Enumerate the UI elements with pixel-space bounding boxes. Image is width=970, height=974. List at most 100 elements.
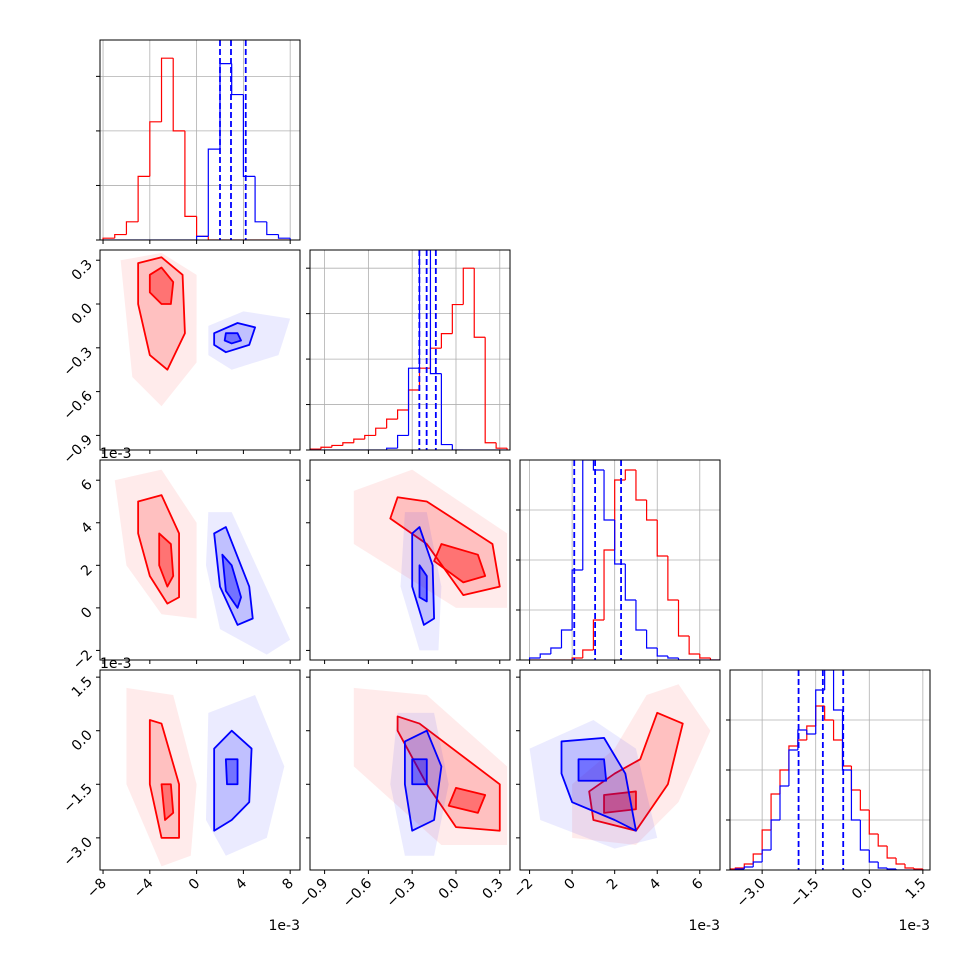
- panel-frame: [309, 459, 511, 661]
- histogram-step: [656, 520, 668, 557]
- histogram-step: [196, 216, 209, 237]
- histogram-step: [407, 367, 420, 436]
- contour: [213, 729, 253, 832]
- panel-content: [126, 687, 285, 867]
- histogram-step: [137, 175, 150, 222]
- histogram-step: [440, 333, 453, 349]
- histogram-step: [770, 819, 780, 850]
- x-tick-label: 6: [689, 875, 707, 893]
- histogram-step: [913, 868, 923, 870]
- x-tick-label: 1.5: [903, 876, 930, 903]
- histogram-step: [592, 619, 605, 650]
- x-tick-label: 0.0: [436, 876, 463, 903]
- histogram-step: [859, 820, 870, 851]
- histogram-step: [832, 670, 843, 711]
- histogram-step: [429, 250, 442, 375]
- x-tick-label: 4: [233, 875, 251, 893]
- panel-content: [353, 687, 508, 856]
- panel-frame: [729, 669, 931, 871]
- x-tick-label: −3.0: [734, 876, 769, 911]
- panel-content: [310, 250, 508, 450]
- histogram-step: [788, 749, 798, 786]
- panel-content: [529, 684, 711, 849]
- contour: [221, 553, 242, 609]
- histogram-step: [859, 790, 870, 811]
- contour: [433, 543, 487, 584]
- histogram-step: [440, 373, 453, 446]
- y-offset-label: 1e-3: [100, 446, 131, 462]
- histogram-step: [560, 629, 573, 648]
- panel-frame: [309, 249, 511, 451]
- histogram-step: [592, 460, 605, 471]
- histogram-step: [149, 121, 162, 177]
- contour: [603, 790, 637, 814]
- histogram-step: [635, 600, 647, 631]
- panel-frame: [99, 459, 301, 661]
- y-tick-label: −0.9: [60, 432, 95, 467]
- histogram-step: [635, 470, 647, 501]
- histogram-step: [886, 846, 897, 859]
- contour: [560, 736, 637, 832]
- contour: [403, 729, 443, 832]
- histogram-step: [770, 793, 780, 830]
- histogram-step: [495, 442, 508, 449]
- histogram-step: [539, 653, 551, 658]
- histogram-step: [528, 657, 541, 660]
- histogram-step: [331, 444, 343, 448]
- histogram-step: [396, 434, 409, 449]
- histogram-step: [868, 810, 879, 835]
- histogram-step: [699, 654, 711, 659]
- histogram-step: [310, 448, 321, 450]
- sample-cloud: [572, 684, 711, 845]
- contour: [158, 532, 175, 588]
- panel-frame: [519, 459, 721, 661]
- x-tick-label: −1.5: [787, 876, 822, 911]
- x-tick-label: 0.3: [480, 876, 507, 903]
- histogram-step: [571, 657, 583, 660]
- histogram-step: [582, 649, 594, 658]
- panel-content: [102, 40, 291, 240]
- histogram-step: [125, 221, 139, 235]
- y-tick-label: −0.3: [60, 344, 95, 379]
- histogram-step: [266, 221, 279, 236]
- y-tick-label: −1.5: [60, 781, 95, 816]
- histogram-step: [904, 864, 914, 869]
- histogram-step: [614, 520, 626, 565]
- histogram-step: [761, 849, 772, 862]
- histogram-step: [761, 829, 772, 854]
- histogram-step: [877, 862, 888, 869]
- histogram-step: [184, 130, 197, 217]
- histogram-step: [806, 725, 816, 740]
- y-tick-label: 6: [78, 477, 96, 495]
- histogram-step: [877, 834, 888, 847]
- histogram-step: [386, 447, 398, 450]
- x-tick-label: −8: [84, 876, 110, 902]
- histogram-step: [645, 500, 658, 521]
- histogram-step: [667, 656, 679, 659]
- histogram-step: [462, 267, 475, 305]
- histogram-step: [254, 176, 267, 223]
- histogram-step: [102, 237, 115, 240]
- histogram-step: [320, 446, 332, 450]
- histogram-step: [353, 438, 365, 443]
- x-tick-label: 0.0: [849, 876, 876, 903]
- histogram-step: [677, 600, 690, 637]
- x-tick-label: −0.9: [296, 876, 331, 911]
- histogram-step: [824, 670, 834, 690]
- x-tick-label: 8: [279, 876, 297, 894]
- histogram-step: [886, 868, 897, 870]
- histogram-step: [242, 94, 256, 177]
- panel-frame: [99, 669, 301, 871]
- histogram-step: [418, 250, 431, 369]
- panel-frame: [519, 669, 721, 871]
- y-tick-label: 0.3: [69, 257, 96, 284]
- contour: [213, 526, 254, 626]
- histogram-step: [571, 569, 583, 630]
- sample-cloud: [400, 512, 442, 651]
- y-tick-label: −0.6: [60, 388, 95, 423]
- histogram-step: [603, 470, 615, 521]
- panel-frame: [99, 249, 301, 451]
- histogram-step: [677, 658, 690, 660]
- x-tick-label: −4: [131, 875, 157, 901]
- histogram-step: [451, 444, 464, 450]
